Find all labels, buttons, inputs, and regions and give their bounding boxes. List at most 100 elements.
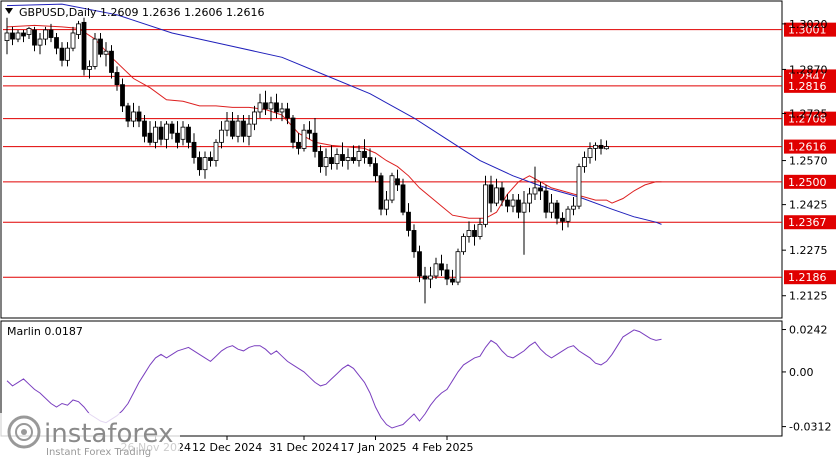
candle-body-bull: [587, 148, 593, 158]
chart-title: GBPUSD,Daily 1.2609 1.2636 1.2606 1.2616: [19, 6, 264, 19]
level-label: 1.2367: [788, 216, 827, 229]
candle-body-bear: [10, 32, 15, 40]
candle-body-bull: [527, 193, 532, 204]
candle-body-bear: [120, 84, 125, 107]
time-tick-label: 4 Feb 2025: [412, 441, 473, 454]
level-label-bg: [784, 78, 836, 93]
candle-body-bear: [406, 211, 411, 231]
candle-body-bear: [263, 102, 268, 110]
candle-body-bear: [169, 123, 175, 134]
candle-body-bear: [351, 157, 356, 161]
candle-body-bull: [43, 29, 48, 40]
candle-body-bear: [48, 29, 54, 38]
candle-body-bull: [246, 123, 252, 137]
candle-body-bear: [312, 132, 318, 152]
watermark-brand: instaforex: [44, 419, 173, 449]
time-tick-label: 31 Dec 2024: [269, 441, 339, 454]
candle-body-bull: [455, 251, 461, 283]
candle-body-bull: [103, 50, 109, 55]
price-tick-label: 1.2425: [789, 199, 828, 212]
candle-body-bull: [510, 199, 516, 207]
candle-body-bull: [582, 157, 587, 168]
candle-body-bull: [549, 202, 554, 213]
main-panel-frame: [0, 0, 783, 319]
candle-body-bear: [59, 47, 65, 61]
candle-body-bear: [307, 129, 312, 134]
candle-body-bear: [439, 263, 444, 271]
candle-body-bull: [301, 129, 307, 149]
candle-body-bear: [318, 151, 323, 168]
candle-body-bull: [37, 38, 43, 46]
candle-body-bear: [274, 102, 279, 113]
candle-body-bear: [81, 21, 87, 70]
candle-body-bear: [560, 217, 565, 222]
candle-body-bull: [70, 32, 76, 49]
candle-body-bull: [15, 32, 21, 40]
candle-body-bull: [257, 102, 263, 113]
level-label: 1.2616: [788, 141, 827, 154]
candle-body-bull: [532, 187, 538, 195]
instaforex-logo-icon: [7, 415, 41, 449]
candle-body-bear: [598, 144, 604, 149]
watermark: instaforex Instant Forex Trading: [0, 413, 180, 459]
time-tick-label: 17 Jan 2025: [341, 441, 407, 454]
candle-body-bull: [224, 120, 230, 131]
candle-body-bear: [400, 184, 406, 213]
candle-body-bear: [505, 199, 510, 207]
candle-body-bull: [76, 23, 81, 35]
moving-average-red: [6, 24, 662, 219]
candle-body-bull: [576, 166, 582, 207]
triangle-down-icon[interactable]: [5, 8, 13, 14]
candle-body-bull: [345, 157, 351, 161]
price-tick-label: 1.2870: [789, 63, 828, 76]
candle-body-bull: [92, 38, 98, 67]
candle-body-bear: [516, 199, 521, 213]
price-tick-label: 1.2275: [789, 244, 828, 257]
price-tick-label: 1.2725: [789, 107, 828, 120]
level-label: 1.2500: [788, 176, 827, 189]
candle-body-bull: [213, 141, 219, 161]
candle-body-bear: [488, 184, 494, 204]
candle-body-bull: [494, 187, 499, 204]
candle-body-bear: [367, 157, 373, 165]
candle-body-bear: [109, 50, 114, 73]
level-label: 1.2708: [788, 113, 827, 126]
candle-body-bear: [499, 187, 505, 201]
indicator-tick-label: 0.00: [789, 366, 814, 379]
candle-body-bear: [158, 126, 164, 140]
candle-body-bull: [565, 208, 571, 222]
candle-body-bear: [142, 120, 147, 137]
price-tick-label: 1.2125: [789, 290, 828, 303]
candle-body-bull: [153, 126, 158, 143]
candle-body-bull: [477, 223, 483, 237]
level-label-bg: [784, 22, 836, 37]
candle-body-bear: [340, 154, 345, 161]
candle-body-bull: [428, 275, 433, 280]
candle-body-bear: [296, 141, 301, 149]
candle-body-bull: [235, 120, 241, 137]
candle-body-bull: [356, 151, 362, 161]
candle-body-bear: [285, 108, 290, 119]
candle-body-bull: [279, 108, 285, 113]
candlesticks: [4, 17, 609, 304]
candle-body-bear: [54, 37, 59, 49]
price-tick-label: 1.2570: [789, 155, 828, 168]
candle-body-bull: [466, 230, 472, 237]
candle-body-bear: [125, 105, 131, 122]
candle-body-bull: [521, 202, 527, 213]
candle-body-bear: [98, 38, 103, 55]
candle-body-bull: [389, 175, 395, 201]
candle-body-bull: [164, 123, 169, 140]
ma-red-line: [6, 24, 662, 219]
indicator-tick-label: 0.0242: [789, 324, 828, 337]
indicator-tick-label: -0.0312: [789, 421, 831, 434]
candle-body-bear: [411, 230, 417, 253]
candle-body-bull: [604, 146, 609, 150]
candle-body-bear: [136, 111, 142, 122]
watermark-tagline: Instant Forex Trading: [46, 447, 151, 458]
candle-body-bull: [334, 154, 340, 165]
candle-body-bull: [87, 65, 92, 70]
price-tick-label: 1.3020: [789, 18, 828, 31]
